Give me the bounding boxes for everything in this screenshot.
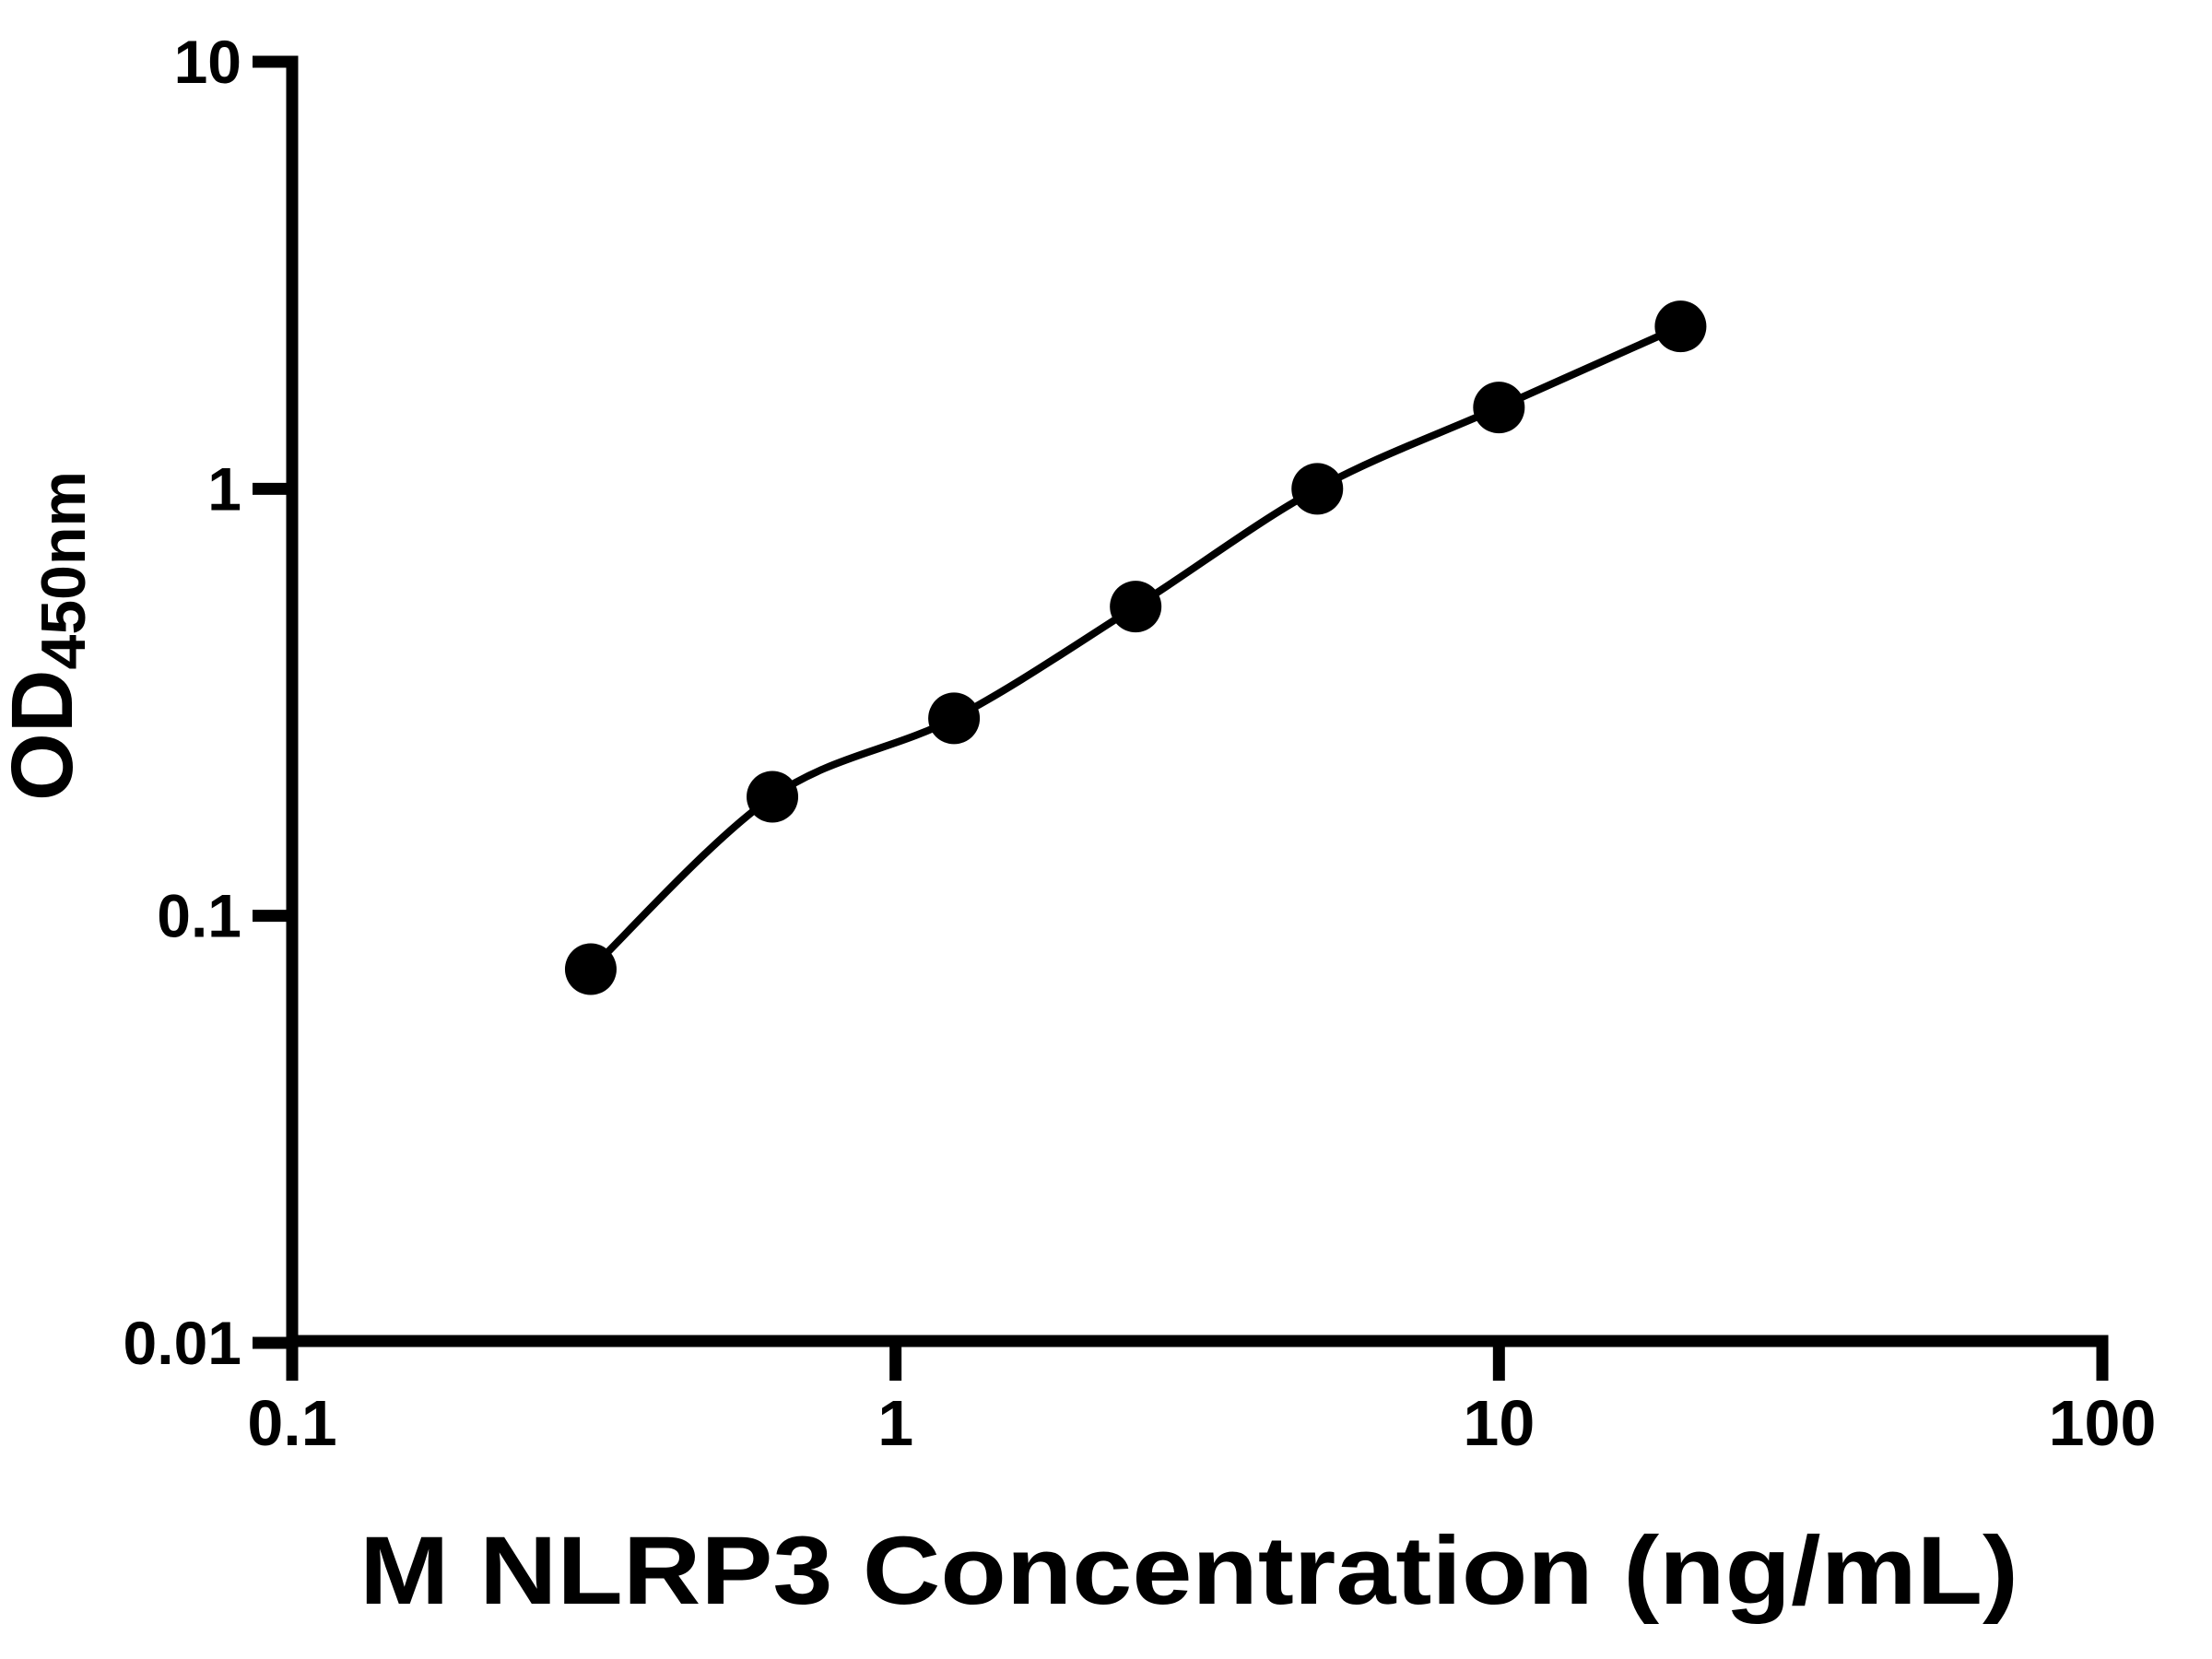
y-tick-label: 10 xyxy=(174,28,241,96)
data-point xyxy=(1473,382,1525,434)
y-axis-title-subscript: 450nm xyxy=(29,471,99,669)
data-point xyxy=(1110,581,1162,633)
data-point xyxy=(928,692,981,745)
x-tick-label: 1 xyxy=(877,1387,913,1459)
x-axis-ticks: 0.1 1 10 100 xyxy=(247,1341,2156,1459)
y-tick-label: 0.01 xyxy=(124,1309,241,1377)
y-axis-title-main: OD xyxy=(0,669,91,801)
x-tick-label: 0.1 xyxy=(247,1387,336,1459)
data-point xyxy=(1654,300,1707,353)
data-point xyxy=(1291,463,1344,515)
y-tick-label: 0.1 xyxy=(157,882,241,950)
x-tick-label: 10 xyxy=(1463,1387,1535,1459)
y-axis-ticks: 10 1 0.1 0.01 xyxy=(124,28,292,1377)
y-axis-title: OD450nm xyxy=(0,471,99,801)
y-tick-label: 1 xyxy=(207,454,241,523)
data-point xyxy=(564,943,617,995)
data-points-group xyxy=(564,300,1707,995)
data-point xyxy=(747,771,799,823)
x-tick-label: 100 xyxy=(2049,1387,2157,1459)
x-axis-title: M NLRP3 Concentration (ng/mL) xyxy=(359,1517,2018,1625)
